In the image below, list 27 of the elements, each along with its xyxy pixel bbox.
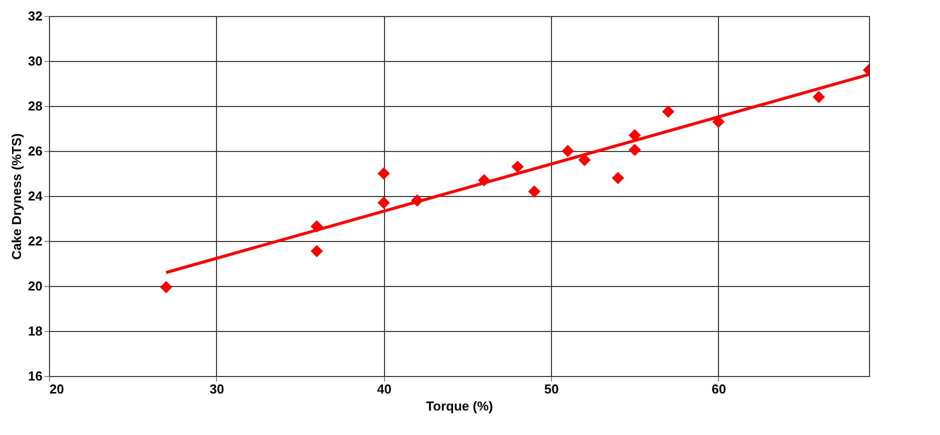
point — [378, 196, 390, 209]
y-tick-label: 20 — [28, 278, 42, 294]
y-tick-label: 18 — [28, 324, 42, 338]
y-tick-label: 24 — [28, 188, 44, 204]
point — [160, 281, 172, 294]
point — [812, 90, 825, 104]
x-tick-label: 60 — [712, 382, 726, 396]
point — [612, 172, 624, 184]
point — [662, 106, 674, 118]
x-tick-label: 50 — [544, 382, 559, 396]
x-tick-label: 30 — [210, 382, 224, 396]
y-tick-label: 16 — [28, 368, 42, 384]
point — [511, 160, 524, 173]
point — [378, 167, 390, 180]
point — [528, 185, 540, 198]
y-axis-title: Cake Dryness (%TS) — [9, 133, 24, 260]
point — [310, 245, 323, 258]
y-tick-label: 30 — [28, 54, 42, 68]
x-tick-label: 20 — [50, 382, 64, 396]
x-tick-label: 40 — [376, 382, 392, 396]
y-tick-label: 28 — [28, 98, 42, 114]
point — [562, 144, 574, 158]
y-tick-label: 32 — [28, 8, 42, 24]
point — [628, 144, 641, 156]
y-tick-label: 22 — [28, 234, 42, 248]
x-axis-title: Torque (%) — [426, 398, 493, 414]
y-tick-label: 26 — [28, 144, 42, 158]
